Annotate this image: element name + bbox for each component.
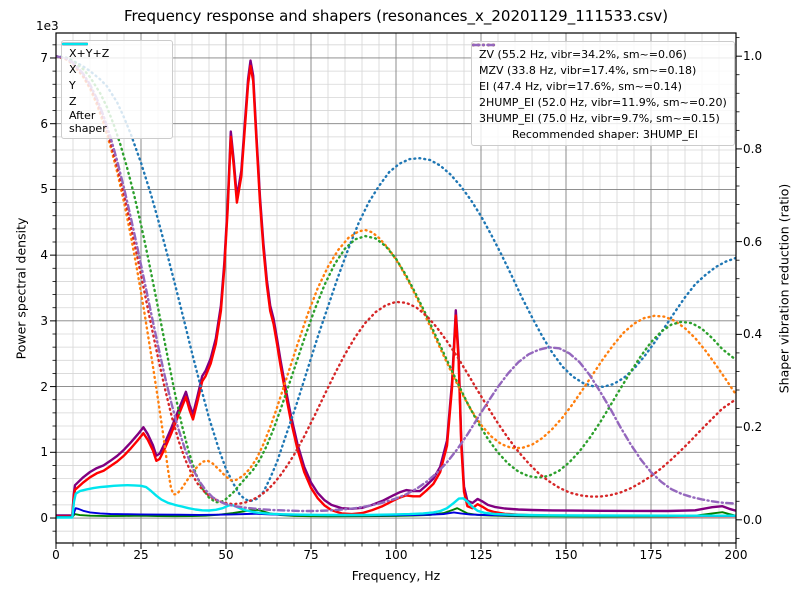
series-mzv-line	[56, 55, 736, 496]
y-right-tick-label: 1.0	[743, 49, 763, 64]
legend-label: X	[69, 62, 77, 76]
x-tick-label: 125	[469, 548, 493, 562]
y-axis-right-label: Shaper vibration reduction (ratio)	[776, 183, 792, 394]
legend-label: MZV (33.8 Hz, vibr=17.4%, sm~=0.18)	[479, 63, 697, 77]
legend-item-2hump-ei: 2HUMP_EI (52.0 Hz, vibr=11.9%, sm~=0.20)	[472, 43, 727, 110]
legend-label: 2HUMP_EI (52.0 Hz, vibr=11.9%, sm~=0.20)	[479, 95, 727, 109]
y-left-tick-label: 0	[40, 511, 48, 526]
legend-item-after-shaper: After shaper	[62, 42, 165, 135]
series-3hump-line	[56, 55, 736, 513]
series-ei-line	[56, 55, 736, 504]
legend-item-y: Y	[62, 43, 165, 93]
y-right-tick-label: 0.2	[743, 420, 763, 435]
legend-item-mzv: MZV (33.8 Hz, vibr=17.4%, sm~=0.18)	[472, 43, 727, 78]
y-left-tick-label: 1	[40, 445, 48, 460]
x-tick-label: 100	[384, 548, 408, 562]
x-tick-label: 200	[724, 548, 748, 562]
3hump-ei-line-swatch-icon	[472, 43, 498, 47]
psd-legend: X+Y+Z X Y Z After shaper	[61, 40, 173, 139]
legend-item-z: Z	[62, 43, 165, 109]
legend-label: Y	[69, 78, 76, 92]
legend-label: X+Y+Z	[69, 46, 110, 60]
y-right-tick-label: 0.8	[743, 141, 763, 156]
legend-label: After shaper	[69, 109, 107, 135]
y-right-tick-label: 0.4	[743, 327, 763, 342]
legend-label: EI (47.4 Hz, vibr=17.6%, sm~=0.14)	[479, 79, 682, 93]
y-axis-offset-label: 1e3	[36, 19, 59, 33]
legend-label: 3HUMP_EI (75.0 Hz, vibr=9.7%, sm~=0.15)	[479, 111, 720, 125]
axis-ticks	[50, 37, 742, 549]
legend-label: Z	[69, 94, 77, 108]
x-axis-label: Frequency, Hz	[351, 568, 441, 583]
y-right-tick-label: 0.0	[743, 512, 763, 527]
legend-label: ZV (55.2 Hz, vibr=34.2%, sm~=0.06)	[479, 47, 687, 61]
y-left-tick-label: 2	[40, 379, 48, 394]
legend-item-3hump-ei: 3HUMP_EI (75.0 Hz, vibr=9.7%, sm~=0.15)	[472, 43, 727, 126]
legend-item-x: X	[62, 42, 165, 77]
x-tick-label: 75	[303, 548, 319, 562]
series-x-line	[56, 64, 736, 518]
series-after-line	[56, 484, 736, 519]
y-left-tick-label: 5	[40, 182, 48, 197]
y-left-tick-label: 7	[40, 50, 48, 65]
x-tick-label: 50	[218, 548, 234, 562]
y-axis-left-label: Power spectral density	[13, 217, 29, 360]
recommended-shaper-note: Recommended shaper: 3HUMP_EI	[512, 127, 698, 141]
legend-item-ei: EI (47.4 Hz, vibr=17.6%, sm~=0.14)	[472, 43, 727, 94]
y-left-tick-label: 6	[40, 116, 48, 131]
series-lines	[56, 55, 736, 519]
shaper-legend: ZV (55.2 Hz, vibr=34.2%, sm~=0.06) MZV (…	[471, 41, 735, 146]
series-2hump-line	[56, 55, 736, 506]
y-left-tick-label: 4	[40, 248, 48, 263]
x-tick-label: 150	[554, 548, 578, 562]
legend-item-xyz: X+Y+Z	[62, 42, 165, 61]
x-tick-label: 175	[639, 548, 663, 562]
series-zv-line	[56, 55, 736, 503]
x-tick-label: 0	[52, 548, 60, 562]
legend-item-zv: ZV (55.2 Hz, vibr=34.2%, sm~=0.06)	[472, 43, 727, 62]
x-tick-label: 25	[133, 548, 149, 562]
y-left-tick-label: 3	[40, 313, 48, 328]
y-right-tick-label: 0.6	[743, 234, 763, 249]
chart-title: Frequency response and shapers (resonanc…	[123, 7, 669, 25]
after-shaper-line-swatch-icon	[62, 42, 88, 46]
